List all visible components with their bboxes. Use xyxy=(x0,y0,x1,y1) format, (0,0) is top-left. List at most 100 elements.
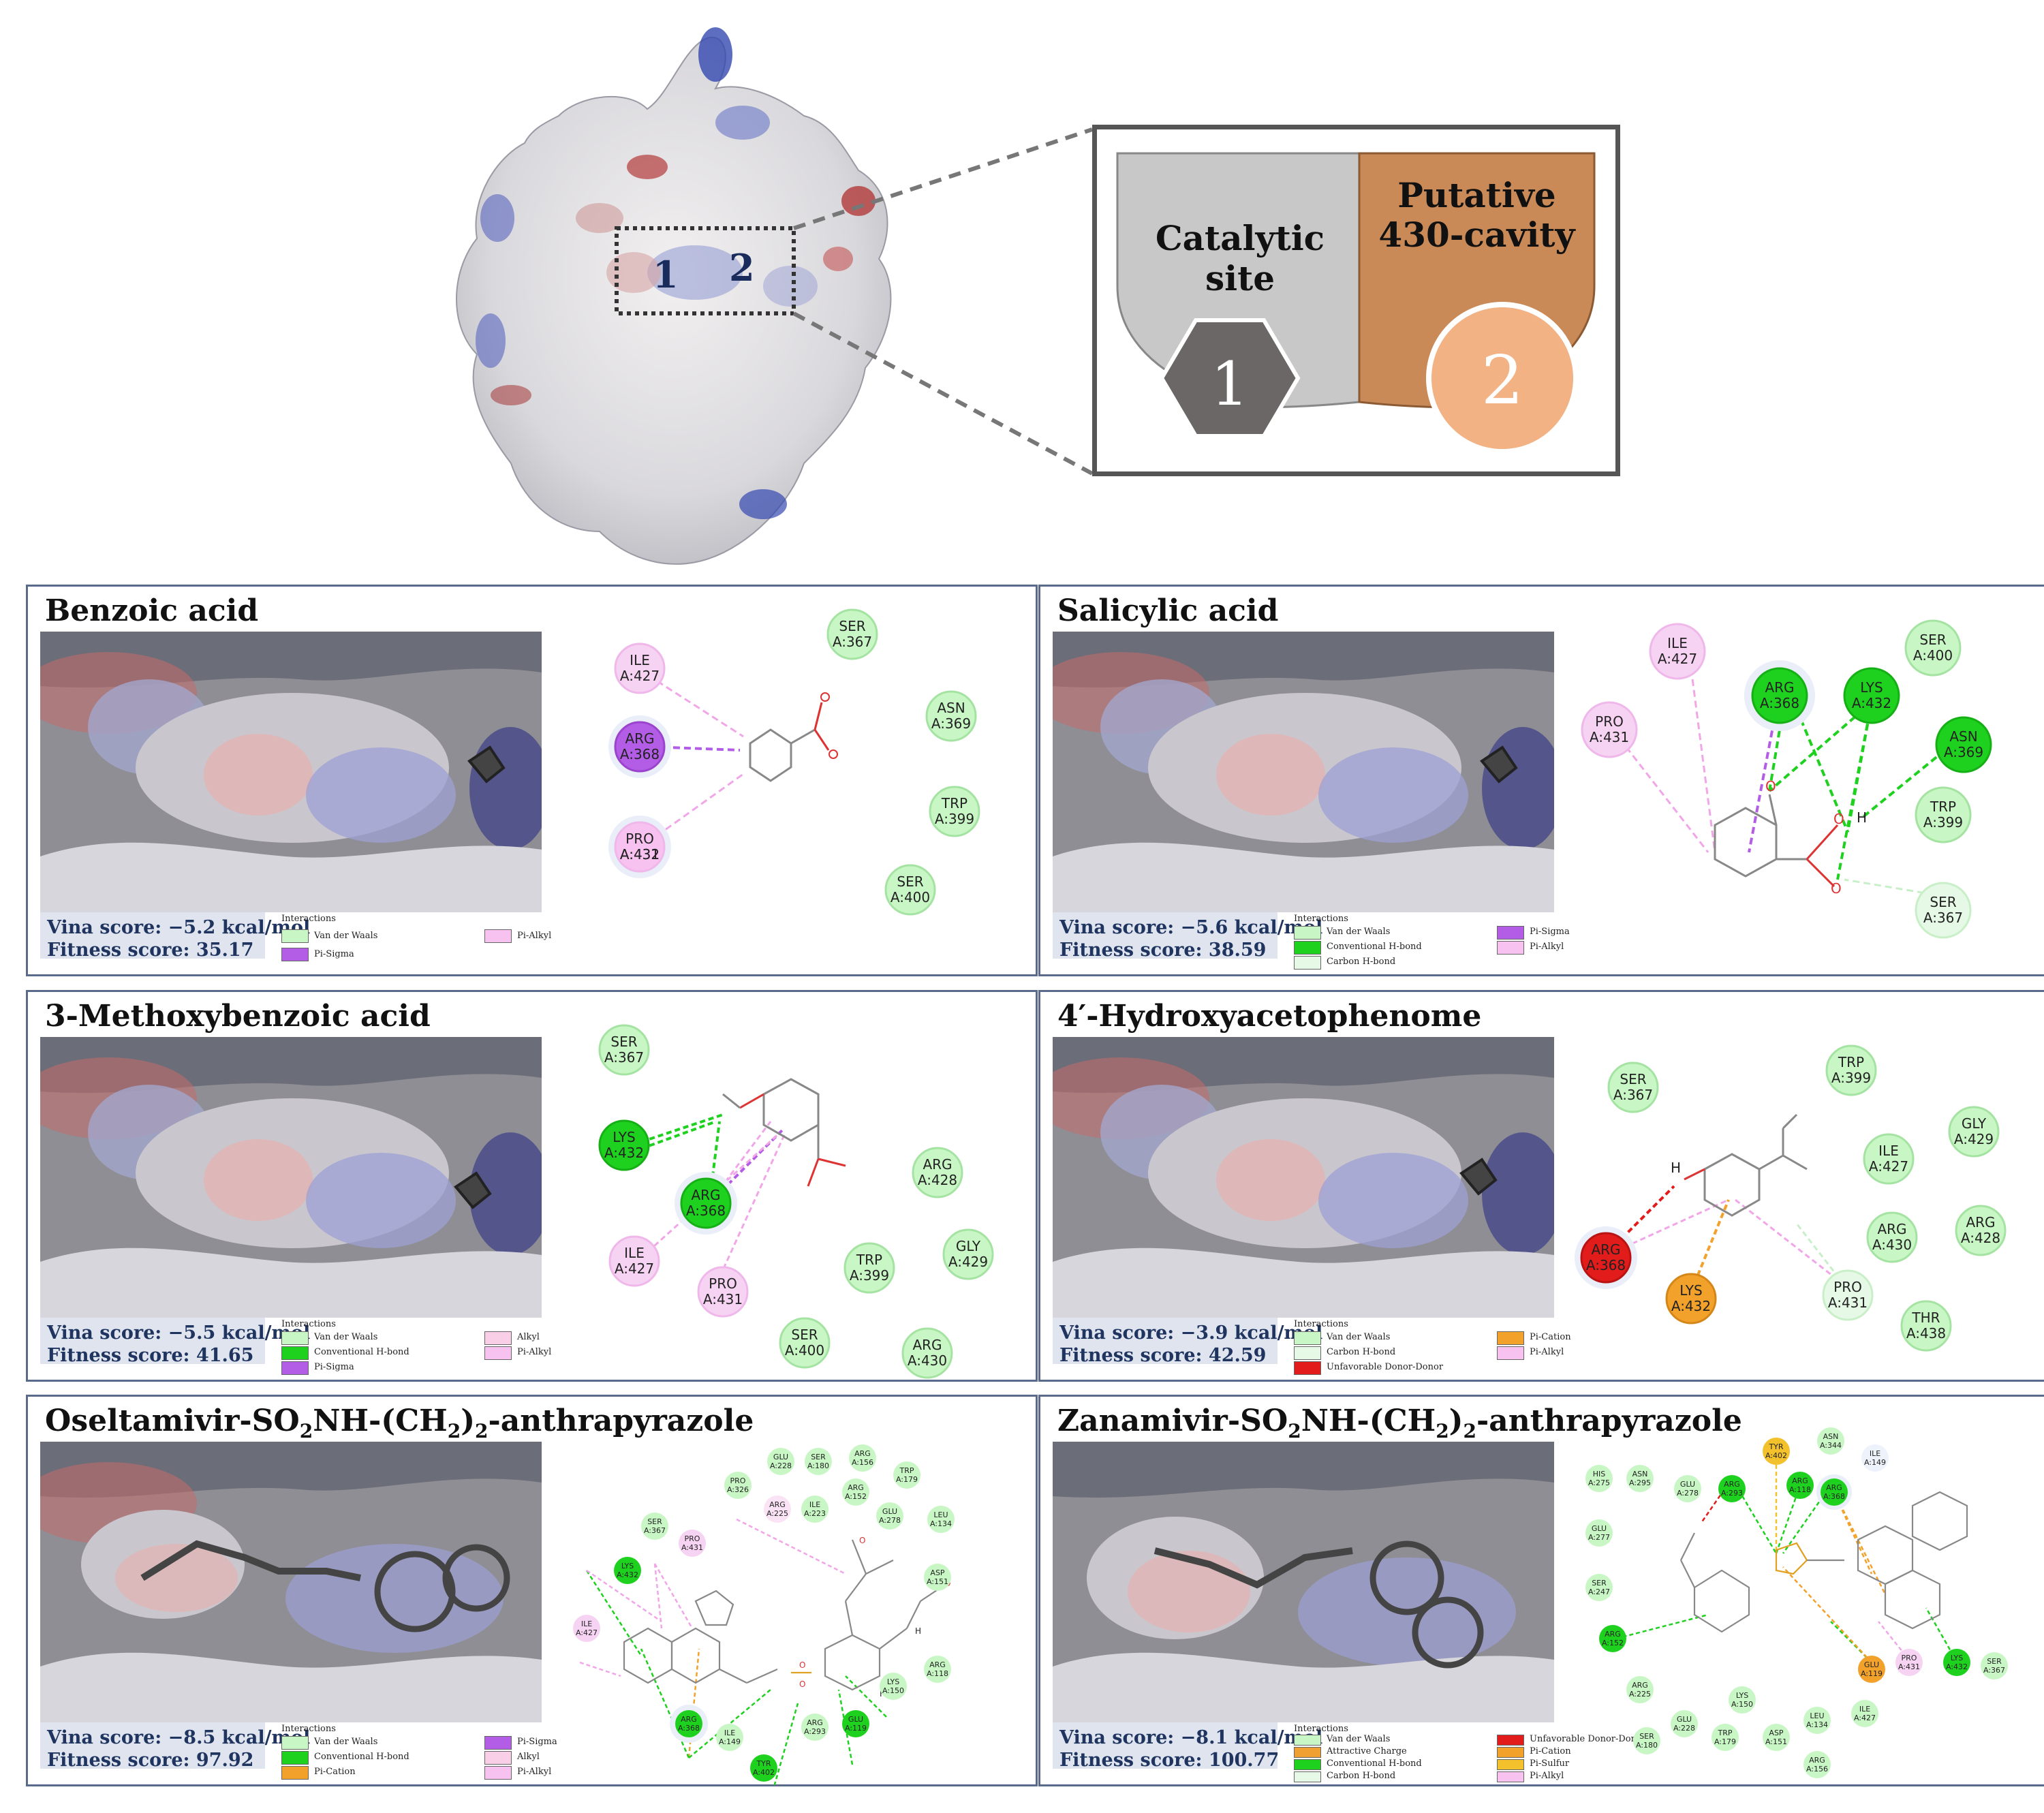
legend-label-pi-cation: Pi-Cation xyxy=(1530,1746,1571,1756)
svg-text:LEU: LEU xyxy=(1810,1711,1824,1720)
badge-1-number: 1 xyxy=(1211,349,1249,419)
legend-swatch-pi-alkyl xyxy=(1497,941,1524,955)
atom-label-o: O xyxy=(799,1679,805,1689)
svg-text:ILE: ILE xyxy=(724,1729,735,1737)
svg-text:A:400: A:400 xyxy=(891,889,930,905)
svg-text:A:152: A:152 xyxy=(845,1492,867,1501)
svg-text:SER: SER xyxy=(1930,894,1956,910)
legend-label-pi-alkyl: Pi-Alkyl xyxy=(517,931,552,941)
svg-text:ARG: ARG xyxy=(923,1156,952,1173)
docking-surface-image xyxy=(40,1037,542,1318)
legend-label-alkyl: Alkyl xyxy=(517,1752,540,1762)
legend-swatch-pi-cation xyxy=(1497,1331,1524,1345)
svg-text:A:368: A:368 xyxy=(678,1724,700,1733)
title-subscript: 2 xyxy=(447,1419,461,1442)
svg-text:A:150: A:150 xyxy=(1731,1700,1753,1709)
legend-swatch-vdw xyxy=(1294,1331,1321,1345)
svg-text:GLU: GLU xyxy=(848,1715,863,1724)
atom-label-h: H xyxy=(1857,809,1867,826)
legend-label-pi-sigma: Pi-Sigma xyxy=(314,1362,354,1372)
svg-text:A:295: A:295 xyxy=(1629,1478,1651,1487)
svg-text:LYS: LYS xyxy=(621,1562,634,1570)
svg-text:ARG: ARG xyxy=(769,1500,786,1509)
panel-title: Salicylic acid xyxy=(1057,593,1279,628)
svg-text:ARG: ARG xyxy=(1966,1214,1995,1230)
svg-text:PRO: PRO xyxy=(685,1534,700,1543)
svg-text:A:156: A:156 xyxy=(1806,1765,1828,1773)
svg-text:ASN: ASN xyxy=(1823,1432,1839,1441)
svg-text:A:225: A:225 xyxy=(766,1509,788,1518)
svg-text:ASP: ASP xyxy=(1769,1729,1784,1737)
svg-text:A:431: A:431 xyxy=(703,1291,743,1307)
vina-score: Vina score: −5.2 kcal/mol xyxy=(47,917,311,938)
svg-text:GLU: GLU xyxy=(1680,1480,1695,1489)
legend-swatch-vdw xyxy=(1294,926,1321,940)
callout-connector-lines xyxy=(792,127,1094,476)
svg-text:A:427: A:427 xyxy=(1854,1714,1876,1722)
panel-title: Benzoic acid xyxy=(45,593,259,628)
svg-text:ARG: ARG xyxy=(1826,1483,1842,1492)
svg-text:A:179: A:179 xyxy=(1714,1737,1736,1746)
svg-text:A:293: A:293 xyxy=(1721,1489,1743,1498)
svg-text:A:225: A:225 xyxy=(1629,1690,1651,1699)
svg-text:ARG: ARG xyxy=(1877,1221,1906,1237)
svg-text:A:367: A:367 xyxy=(1613,1087,1653,1103)
svg-text:TYR: TYR xyxy=(756,1759,771,1768)
legend-heading: Interactions xyxy=(1294,914,1348,924)
svg-text:A:402: A:402 xyxy=(753,1768,775,1777)
legend-label-attractive: Attractive Charge xyxy=(1327,1746,1407,1756)
svg-text:A:152: A:152 xyxy=(1602,1639,1624,1647)
legend-swatch-pi-alkyl xyxy=(484,1766,512,1780)
vina-score: Vina score: −5.6 kcal/mol xyxy=(1059,917,1323,938)
svg-text:GLU: GLU xyxy=(773,1453,788,1461)
badge-2-number: 2 xyxy=(1481,342,1524,420)
legend-swatch-pi-sigma xyxy=(281,1361,309,1375)
svg-text:LYS: LYS xyxy=(887,1677,899,1686)
legend-label-vdw: Van der Waals xyxy=(314,931,378,941)
svg-text:ARG: ARG xyxy=(1765,679,1794,696)
legend-swatch-pi-sulfur xyxy=(1497,1759,1524,1770)
fitness-score: Fitness score: 35.17 xyxy=(47,940,254,961)
legend-swatch-conv-hbond xyxy=(1294,1759,1321,1770)
svg-text:GLU: GLU xyxy=(882,1507,897,1516)
svg-text:ARG: ARG xyxy=(848,1483,864,1492)
score-box xyxy=(1053,1722,1278,1769)
svg-text:A:156: A:156 xyxy=(852,1458,873,1467)
svg-text:A:399: A:399 xyxy=(1923,814,1963,831)
legend-swatch-pi-cation xyxy=(1497,1747,1524,1758)
svg-text:A:180: A:180 xyxy=(807,1461,829,1470)
svg-text:A:277: A:277 xyxy=(1588,1533,1610,1542)
title-part: ) xyxy=(1449,1404,1464,1438)
legend-swatch-vdw xyxy=(281,1331,309,1345)
svg-text:A:149: A:149 xyxy=(1864,1458,1886,1467)
legend-swatch-attractive xyxy=(1294,1747,1321,1758)
legend-swatch-conv-hbond xyxy=(281,1346,309,1360)
legend-label-vdw: Van der Waals xyxy=(1327,1734,1391,1744)
